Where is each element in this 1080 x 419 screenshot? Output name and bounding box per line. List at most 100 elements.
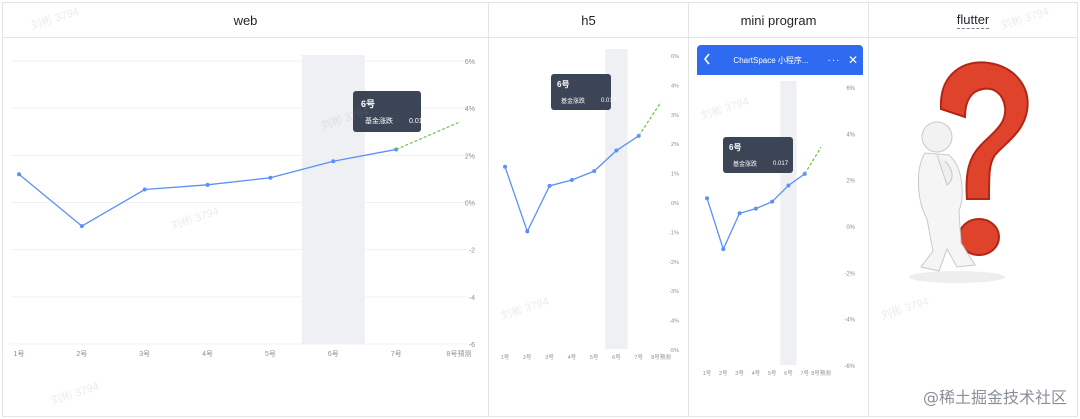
chevron-left-icon[interactable] bbox=[697, 53, 717, 68]
tooltip-value: 0.017 bbox=[773, 160, 789, 167]
x-tick-label: 1号 bbox=[501, 354, 510, 361]
miniprogram-column-header: mini program bbox=[689, 3, 868, 38]
x-tick-label: 8号预测 bbox=[651, 353, 671, 361]
data-point bbox=[705, 196, 709, 201]
y-tick-label: -2% bbox=[844, 271, 855, 277]
x-tick-label: 6号 bbox=[328, 350, 339, 358]
tooltip-value: 0.017 bbox=[409, 117, 427, 125]
y-tick-label: 2% bbox=[846, 179, 855, 185]
h5-column: h5 6% 4% 3% 2% 1% 0% -1% -2% -3% -4% -5% 1号 2号 3号 4号 5号… bbox=[489, 3, 689, 416]
miniprogram-nav-bar: ChartSpace 小程序... ··· ✕ bbox=[697, 45, 863, 75]
y-tick-label: -6 bbox=[469, 342, 475, 349]
x-tick-label: 2号 bbox=[523, 354, 532, 361]
juejin-brand-watermark: @稀土掘金技术社区 bbox=[922, 388, 1067, 407]
x-tick-label: 5号 bbox=[768, 370, 777, 377]
tooltip-row: 基金涨跌 0.017 bbox=[557, 96, 616, 106]
x-tick-label: 2号 bbox=[76, 350, 87, 358]
data-point bbox=[569, 177, 574, 182]
web-line-chart[interactable]: 6% 4% 2% 0% -2 -4 -6 1号 2号 3号 4号 5号 6号 7号 8号预测 bbox=[3, 39, 489, 364]
flutter-column-title[interactable]: flutter bbox=[956, 11, 990, 29]
y-tick-label: -4% bbox=[844, 318, 855, 324]
data-point bbox=[268, 175, 273, 180]
more-icon[interactable]: ··· bbox=[827, 54, 841, 66]
tooltip-title: 6号 bbox=[361, 99, 376, 109]
y-tick-label: -2% bbox=[669, 260, 679, 266]
h5-column-title: h5 bbox=[581, 12, 596, 28]
data-point bbox=[592, 169, 597, 174]
data-point bbox=[614, 148, 619, 153]
y-tick-label: 3% bbox=[671, 113, 679, 119]
x-tick-label: 7号 bbox=[391, 350, 402, 358]
x-tick-label: 5号 bbox=[590, 354, 599, 361]
tooltip-row: 基金涨跌 0.017 bbox=[729, 159, 789, 169]
x-tick-label: 8号预测 bbox=[447, 349, 472, 358]
y-tick-label: 0% bbox=[671, 201, 679, 207]
x-tick-label: 3号 bbox=[735, 370, 744, 377]
y-tick-label: 2% bbox=[465, 153, 475, 160]
x-tick-label: 6号 bbox=[784, 370, 793, 377]
x-tick-label: 4号 bbox=[202, 350, 213, 358]
miniprogram-chart-tooltip: 6号 基金涨跌 0.017 bbox=[723, 137, 793, 173]
x-tick-label: 5号 bbox=[265, 350, 276, 358]
close-icon[interactable]: ✕ bbox=[847, 53, 859, 67]
flutter-column: flutter @稀土掘金技术社区 bbox=[869, 3, 1077, 416]
data-point bbox=[205, 182, 210, 187]
data-point bbox=[17, 172, 21, 177]
data-point bbox=[331, 159, 336, 164]
x-tick-label: 7号 bbox=[800, 370, 809, 377]
forecast-line bbox=[638, 101, 662, 137]
h5-column-header: h5 bbox=[489, 3, 688, 38]
data-point bbox=[737, 211, 742, 216]
data-point bbox=[503, 164, 507, 169]
y-tick-label: 4% bbox=[465, 106, 475, 113]
y-tick-label: 2% bbox=[671, 142, 679, 148]
x-tick-label: 1号 bbox=[703, 370, 712, 377]
web-column-title: web bbox=[233, 12, 258, 28]
highlight-band bbox=[605, 49, 628, 349]
tooltip-series-label: 基金涨跌 bbox=[561, 99, 586, 105]
tooltip-row: 基金涨跌 0.017 bbox=[361, 116, 427, 126]
figure-head bbox=[921, 121, 953, 153]
miniprogram-column: mini program ChartSpace 小程序... ··· ✕ 6% 4… bbox=[689, 3, 869, 416]
y-tick-label: 4% bbox=[846, 132, 855, 138]
data-point bbox=[525, 229, 530, 234]
y-tick-label: 6% bbox=[846, 86, 855, 92]
web-column: web 6% 4% 2% 0% -2 -4 -6 1号 2号 3号 4号 5号 6号 7号 8号预测 6号 … bbox=[3, 3, 489, 416]
tooltip-title: 6号 bbox=[557, 80, 570, 89]
x-tick-label: 3号 bbox=[545, 354, 554, 361]
web-chart-tooltip: 6号 基金涨跌 0.017 bbox=[353, 91, 427, 132]
y-tick-label: -1% bbox=[669, 230, 679, 236]
data-point bbox=[547, 183, 552, 188]
data-point bbox=[79, 224, 84, 229]
data-point bbox=[721, 247, 726, 252]
web-column-header: web bbox=[3, 3, 488, 38]
x-tick-label: 8号预测 bbox=[811, 369, 831, 377]
data-point bbox=[770, 199, 775, 204]
tooltip-series-label: 基金涨跌 bbox=[365, 118, 393, 125]
forecast-line bbox=[395, 121, 460, 150]
miniprogram-line-chart[interactable]: 6% 4% 2% 0% -2% -4% -6% 1号 2号 3号 4号 5号 6号 7号 8号预测 bbox=[697, 75, 863, 380]
y-tick-label: -4% bbox=[669, 319, 679, 325]
y-tick-label: 4% bbox=[671, 83, 679, 89]
y-tick-label: 0% bbox=[846, 225, 855, 231]
highlight-band bbox=[780, 81, 797, 365]
y-tick-label: 1% bbox=[671, 172, 679, 178]
x-tick-label: 2号 bbox=[719, 370, 728, 377]
x-tick-label: 1号 bbox=[14, 350, 25, 358]
x-tick-label: 6号 bbox=[612, 354, 621, 361]
data-point bbox=[142, 187, 147, 192]
miniprogram-column-title: mini program bbox=[740, 12, 817, 28]
data-point bbox=[786, 183, 791, 188]
flutter-column-header: flutter bbox=[869, 3, 1077, 38]
y-tick-label: -2 bbox=[469, 248, 475, 255]
figure-body bbox=[917, 152, 976, 272]
figure-shadow bbox=[909, 271, 1005, 283]
y-tick-label: 6% bbox=[671, 54, 679, 60]
tooltip-series-label: 基金涨跌 bbox=[733, 162, 758, 168]
h5-chart-tooltip: 6号 基金涨跌 0.017 bbox=[551, 74, 616, 110]
question-mark-figure-image bbox=[909, 61, 1029, 283]
y-tick-label: -4 bbox=[469, 295, 475, 302]
h5-line-chart[interactable]: 6% 4% 3% 2% 1% 0% -1% -2% -3% -4% -5% 1号 2号 3号 4号 5号 6号 7… bbox=[489, 39, 689, 369]
tooltip-value: 0.017 bbox=[601, 97, 617, 104]
